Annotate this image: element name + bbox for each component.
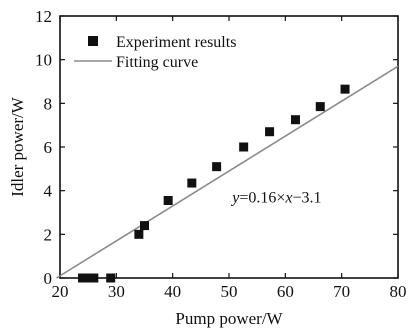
fitting-curve-line <box>56 65 399 279</box>
fit-equation-part: −3.1 <box>293 190 322 207</box>
y-axis-title: Idler power/W <box>8 96 27 197</box>
legend-marker-experiment <box>88 36 98 46</box>
axis-titles: Pump power/W Idler power/W <box>8 96 284 328</box>
experiment-point <box>78 273 88 283</box>
experiment-point <box>187 178 197 188</box>
x-tick-label: 40 <box>164 282 181 301</box>
x-tick-label: 20 <box>52 282 69 301</box>
x-axis-title: Pump power/W <box>175 309 283 328</box>
y-tick-label: 4 <box>44 182 53 201</box>
annotation-layer: y=0.16×x−3.1 <box>230 190 321 207</box>
y-tick-label: 6 <box>44 138 53 157</box>
fit-equation-part: y <box>230 190 240 207</box>
experiment-point <box>134 229 144 239</box>
experiment-point <box>340 84 350 94</box>
x-tick-label: 30 <box>108 282 125 301</box>
experiment-point <box>84 273 94 283</box>
experiment-point <box>140 221 149 231</box>
x-tick-label: 80 <box>390 282 407 301</box>
experiment-point <box>106 273 116 283</box>
experiment-point <box>265 127 275 137</box>
fitting-curve-layer <box>56 65 399 279</box>
x-tick-label: 60 <box>277 282 294 301</box>
fit-equation-part: x <box>284 190 292 207</box>
experiment-point <box>163 195 173 205</box>
fit-equation-part: =0.16× <box>239 190 285 207</box>
experiment-point <box>212 162 222 172</box>
fit-equation: y=0.16×x−3.1 <box>230 190 321 207</box>
y-tick-label: 2 <box>44 225 53 244</box>
experiment-points-layer <box>78 84 350 283</box>
legend: Experiment results Fitting curve <box>74 34 236 71</box>
axes-layer <box>59 15 399 279</box>
plot-frame <box>59 15 399 279</box>
experiment-point <box>290 115 300 125</box>
experiment-point <box>315 102 325 112</box>
y-tick-label: 0 <box>44 269 53 288</box>
experiment-point <box>89 273 99 283</box>
x-tick-label: 70 <box>333 282 350 301</box>
legend-label-experiment: Experiment results <box>116 34 236 51</box>
y-tick-label: 12 <box>35 7 52 26</box>
y-axis-ticks: 0 2 4 6 8 10 12 <box>35 7 398 288</box>
x-tick-label: 50 <box>221 282 238 301</box>
y-tick-label: 8 <box>44 94 53 113</box>
x-axis-ticks: 20 30 40 50 60 70 80 <box>52 16 407 301</box>
y-tick-label: 10 <box>35 51 52 70</box>
legend-label-fitting: Fitting curve <box>116 54 198 71</box>
experiment-point <box>239 142 249 152</box>
